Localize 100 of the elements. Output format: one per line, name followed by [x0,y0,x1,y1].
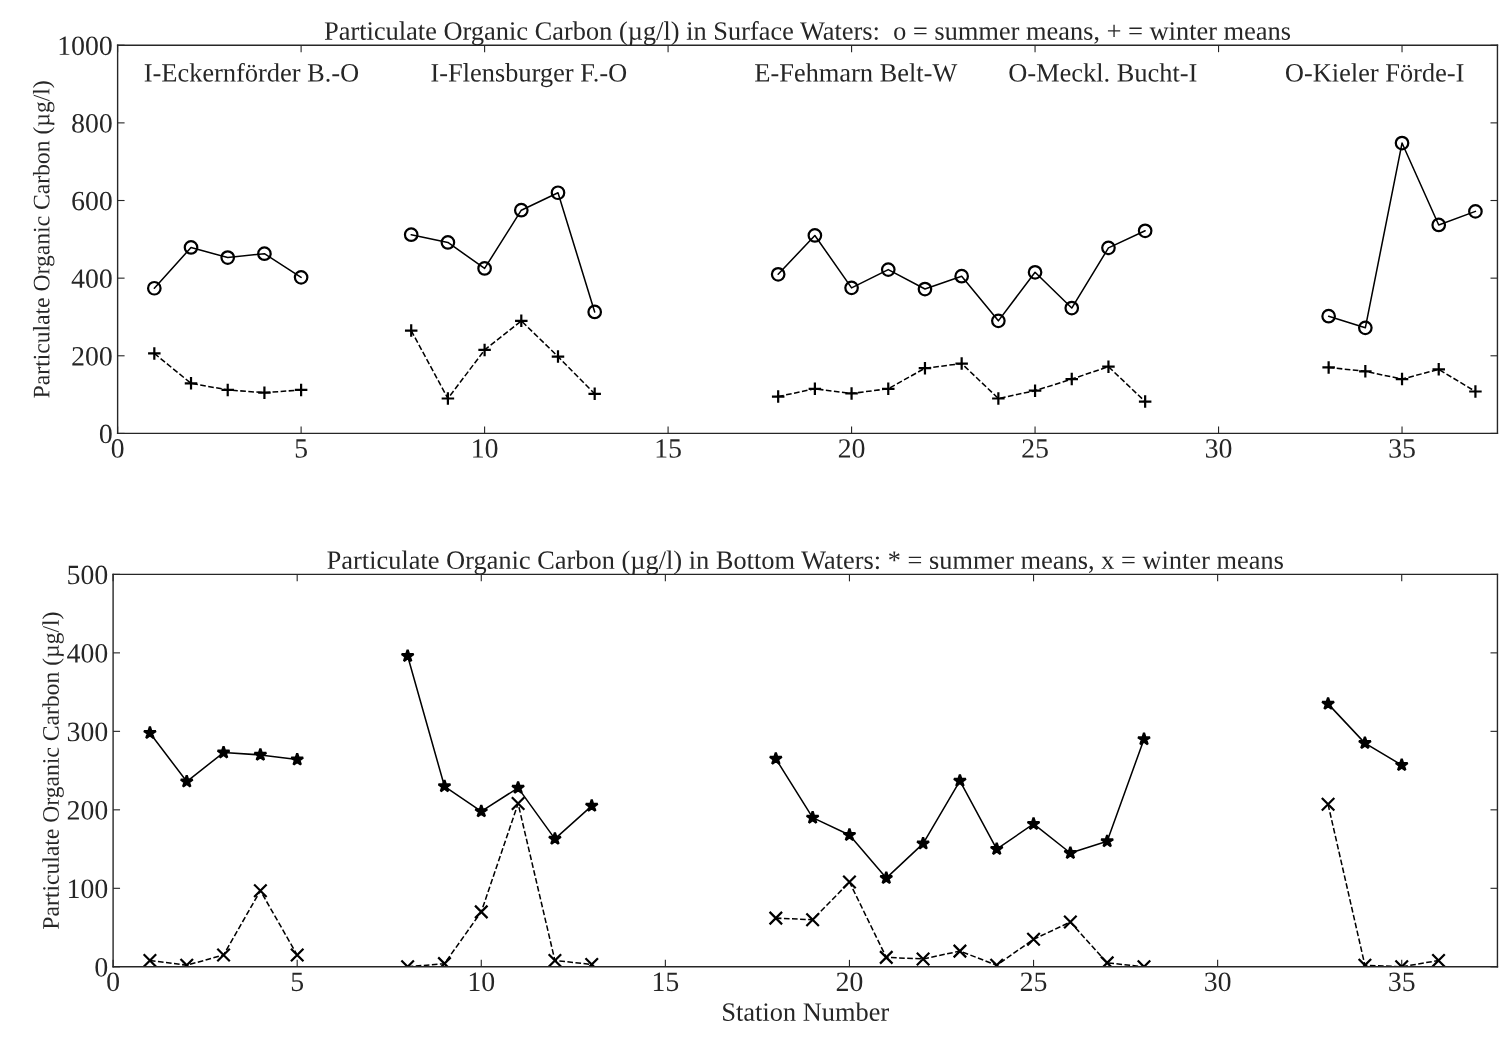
x-tick-label: 15 [656,439,681,458]
annotation: O-Kieler Förde-I [1285,63,1464,82]
x-axis-title: Station Number [723,1002,889,1021]
x-tick-label: 20 [838,439,865,458]
x-tick-label: 25 [1020,972,1047,992]
x-tick-label: 30 [1205,972,1231,992]
point [1394,371,1410,387]
point [1357,735,1372,750]
point [1064,300,1080,316]
point [437,778,452,793]
y-tick-label: 400 [67,644,108,663]
point [768,751,783,765]
y-axis-title: Particulate Organic Carbon (µg/l) [42,612,64,929]
point [587,304,603,320]
x-tick-label: 5 [295,439,307,458]
point [293,382,309,398]
point [510,796,526,811]
point [216,745,231,759]
point [179,774,194,788]
point [511,780,526,795]
point [1320,796,1336,812]
point [550,185,566,201]
x-tick-label: 25 [1022,439,1048,458]
point [879,870,894,885]
point [584,798,599,813]
y-tick-label: 600 [72,191,112,211]
y-tick-label: 100 [69,879,108,899]
point [917,360,933,376]
point [142,725,157,740]
point [1136,731,1152,746]
point [400,648,415,663]
y-tick-label: 0 [95,957,108,977]
point [1063,914,1078,930]
point [880,262,896,277]
point [952,943,968,959]
x-tick-label: 10 [469,972,495,992]
point [550,349,566,364]
point [440,235,456,250]
point [991,313,1006,329]
point [290,752,305,766]
chart-title: Particulate Organic Carbon (µg/l) in Bottom Waters: * = summer means, x = winter means [327,550,1283,575]
x-tick-label: 0 [111,439,124,458]
point [878,950,894,965]
x-tick-label: 20 [836,972,863,992]
point [842,874,857,890]
point [216,947,231,963]
point [183,375,199,391]
point [547,831,562,846]
point [1026,816,1041,831]
x-tick-label: 35 [1389,439,1415,458]
point [1101,240,1116,256]
point [1100,833,1115,848]
point [805,810,820,824]
point [1027,264,1043,280]
point [474,804,489,818]
point [1394,135,1410,151]
point [1321,696,1336,711]
point [768,910,784,926]
x-tick-label: 15 [653,972,679,992]
point [253,747,268,762]
annotation: I-Eckernförder B.-O [144,62,359,82]
point [989,841,1004,856]
point [146,280,162,296]
point [807,228,823,243]
point [183,240,199,255]
point [513,202,529,218]
point [289,947,305,963]
point [1027,383,1043,399]
point [142,953,158,967]
point [1099,955,1115,967]
y-tick-label: 800 [72,114,112,133]
chart-title: Particulate Organic Carbon (µg/l) in Surface Waters: o = summer means, + = winter means [324,21,1291,46]
point [1063,845,1078,860]
point [437,956,452,967]
point [253,883,268,899]
point [770,389,786,404]
point [220,250,236,265]
point [1357,320,1373,336]
point [1137,394,1153,409]
x-tick-label: 5 [291,972,304,992]
point [473,904,489,920]
y-axis-title: Particulate Organic Carbon (µg/l) [32,81,55,398]
point [915,951,931,967]
y-tick-label: 400 [71,269,112,289]
y-tick-label: 200 [72,346,112,366]
point [954,268,970,284]
point [547,953,563,967]
point [770,266,786,282]
y-tick-label: 300 [67,722,108,742]
point [403,227,419,243]
y-tick-label: 0 [99,424,112,444]
point [916,836,931,850]
point [1431,217,1447,233]
point [1468,204,1483,219]
point [1431,953,1446,967]
point [952,773,967,787]
point [1321,308,1336,324]
y-tick-label: 500 [68,565,108,585]
annotation: I-Flensburger F.-O [431,63,627,88]
point [293,270,309,285]
